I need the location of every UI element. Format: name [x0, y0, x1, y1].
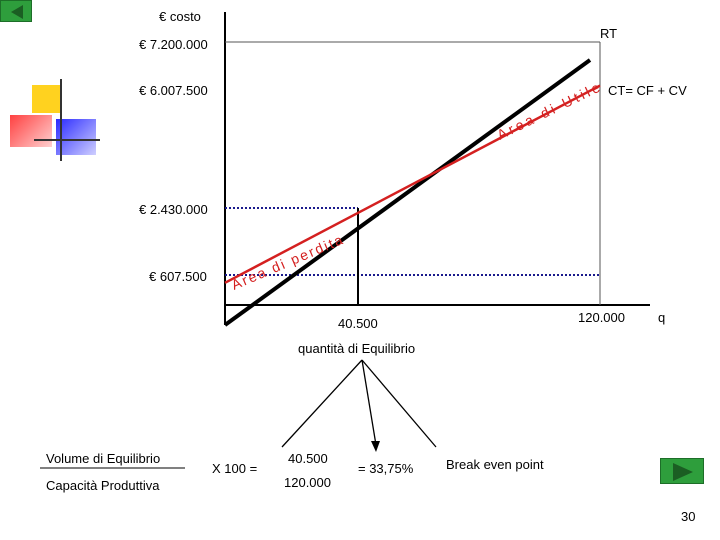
pointer-line-left — [281, 359, 363, 448]
y-tick-label: € 7.200.000 — [139, 37, 208, 52]
next-nav-button[interactable] — [660, 458, 704, 484]
formula-numerator-label: Volume di Equilibrio — [46, 451, 161, 466]
formula-denominator-label: Capacità Produttiva — [46, 478, 160, 493]
arrow-left-icon — [11, 5, 23, 19]
area-perdita-label: Area di perdita — [229, 231, 347, 293]
y-axis-label: € costo — [159, 9, 201, 24]
formula-result: = 33,75% — [358, 461, 414, 476]
x-tick-label: 120.000 — [578, 310, 625, 325]
decorative-squares — [10, 79, 100, 165]
rt-line — [223, 58, 592, 327]
x-tick-label: 40.500 — [338, 316, 378, 331]
ct-label: CT= CF + CV — [608, 83, 687, 98]
pointer-line-mid — [361, 359, 377, 446]
y-tick-label: € 607.500 — [149, 269, 207, 284]
page-number: 30 — [681, 509, 696, 524]
formula-times: X 100 = — [212, 461, 258, 476]
pointer-line-right — [361, 359, 437, 448]
pointer-arrowhead — [371, 441, 380, 452]
equilibrium-caption: quantità di Equilibrio — [298, 341, 416, 356]
formula-numerator-value: 40.500 — [288, 451, 328, 466]
ct-line — [224, 84, 601, 284]
back-nav-button[interactable] — [0, 0, 32, 22]
x-axis-label: q — [658, 310, 666, 325]
formula-denominator-value: 120.000 — [284, 475, 331, 490]
break-even-label: Break even point — [446, 457, 544, 472]
y-tick-label: € 6.007.500 — [139, 83, 208, 98]
y-tick-label: € 2.430.000 — [139, 202, 208, 217]
play-icon — [673, 463, 693, 481]
rt-label: RT — [600, 26, 618, 41]
